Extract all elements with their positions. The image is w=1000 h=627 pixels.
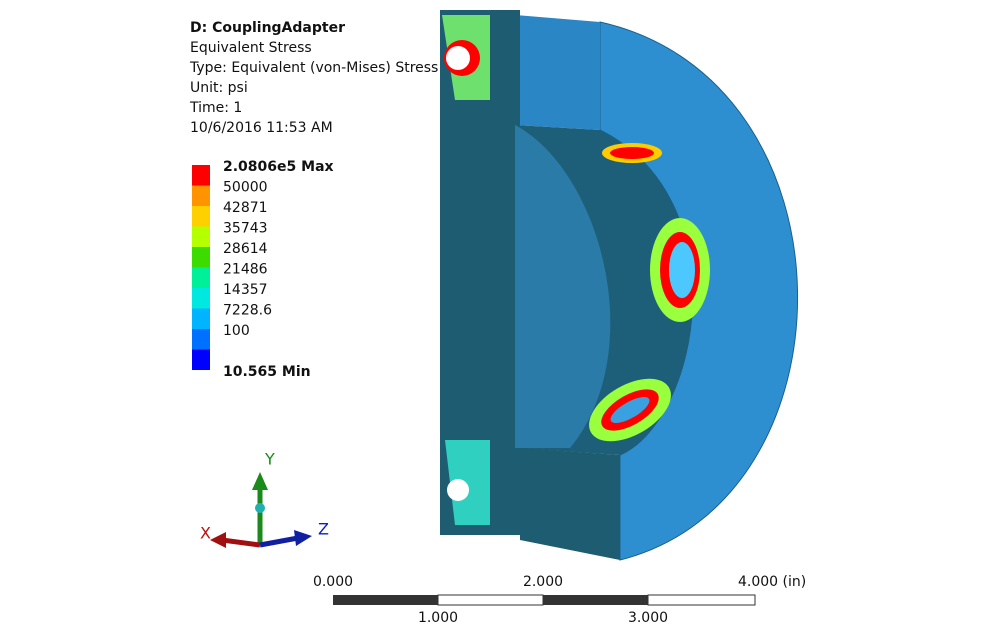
y-label: Y	[264, 450, 275, 469]
scale-label: 2.000	[523, 574, 563, 590]
scale-bar: 0.000 2.000 4.000 (in) 1.000 3.000	[313, 574, 806, 626]
x-arrow	[210, 532, 226, 548]
legend-swatch	[192, 247, 210, 268]
legend-label: 14357	[223, 282, 268, 298]
legend-swatch	[192, 226, 210, 247]
header-line: Unit: psi	[190, 80, 248, 96]
x-label: X	[200, 524, 211, 543]
legend-swatch	[192, 288, 210, 309]
legend-swatch	[192, 165, 210, 186]
triad: Y X Z	[200, 450, 329, 548]
model	[440, 10, 799, 561]
header-line: Equivalent Stress	[190, 40, 312, 56]
legend-label: 42871	[223, 200, 268, 216]
title: D: CouplingAdapter	[190, 20, 345, 36]
legend-label: 100	[223, 323, 250, 339]
legend-swatch	[192, 267, 210, 288]
legend-label: 35743	[223, 221, 268, 237]
hole	[610, 397, 650, 423]
x-axis	[221, 537, 261, 548]
legend-swatch	[192, 329, 210, 350]
header-line: Time: 1	[189, 100, 242, 116]
legend-label: 7228.6	[223, 303, 272, 319]
legend-label: 10.565 Min	[223, 364, 311, 380]
groove	[447, 479, 469, 501]
legend-swatch	[192, 349, 210, 370]
legend-label: 21486	[223, 262, 268, 278]
legend-swatch	[192, 308, 210, 329]
inner-dome	[515, 125, 611, 448]
scale-label: 4.000 (in)	[738, 574, 806, 590]
scale-segment	[647, 594, 756, 606]
groove	[446, 46, 470, 70]
legend-swatch	[192, 206, 210, 227]
legend-swatch	[192, 185, 210, 206]
z-arrow	[294, 530, 312, 546]
scale-segment	[437, 594, 544, 606]
hole	[669, 242, 695, 298]
header-line: Type: Equivalent (von-Mises) Stress	[189, 60, 438, 76]
scale-label: 3.000	[628, 610, 668, 626]
scale-label: 0.000	[313, 574, 353, 590]
z-label: Z	[318, 520, 329, 539]
lower-block	[520, 448, 620, 560]
legend-label: 2.0806e5 Max	[223, 159, 334, 175]
legend-label: 28614	[223, 241, 268, 257]
hotspot	[610, 147, 654, 159]
z-axis	[259, 535, 299, 548]
scale-label: 1.000	[418, 610, 458, 626]
scale-segment	[543, 595, 648, 605]
y-arrow	[252, 472, 268, 490]
header-line: 10/6/2016 11:53 AM	[190, 120, 333, 136]
scale-segment	[333, 595, 438, 605]
hotspot	[445, 440, 490, 525]
origin	[255, 503, 265, 513]
legend-label: 50000	[223, 180, 268, 196]
